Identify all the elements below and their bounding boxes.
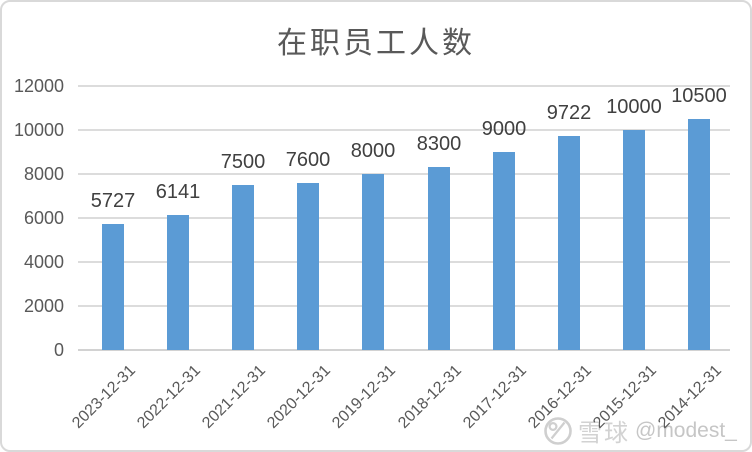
bar-value-label: 7600 (285, 149, 331, 171)
bar-value-label: 10500 (671, 85, 727, 107)
gridline (78, 173, 730, 175)
bar (493, 152, 515, 350)
bar-value-label: 8300 (416, 133, 462, 155)
y-axis-tick-label: 6000 (23, 208, 64, 228)
y-axis-tick-label: 0 (53, 340, 64, 360)
gridline (78, 129, 730, 131)
watermark-brand: 雪球 (578, 420, 630, 447)
bar (688, 119, 710, 350)
bar (297, 183, 319, 350)
bar (102, 224, 124, 350)
chart-title: 在职员工人数 (277, 27, 475, 60)
bar (232, 185, 254, 350)
bar-value-label: 6141 (155, 181, 201, 203)
bar-value-label: 7500 (220, 151, 266, 173)
bar (558, 136, 580, 350)
watermark: 雪球 @modest_ (543, 413, 737, 448)
bar-value-label: 8000 (350, 140, 396, 162)
gridline (78, 305, 730, 307)
bar (362, 174, 384, 350)
y-axis-tick-label: 12000 (13, 76, 64, 96)
y-axis-tick-label: 2000 (23, 296, 64, 316)
bar-value-label: 5727 (90, 190, 136, 212)
x-axis-line (78, 349, 730, 351)
gridline (78, 261, 730, 263)
gridline (78, 85, 730, 87)
y-axis-tick-label: 10000 (13, 120, 64, 140)
watermark-username: @modest_ (635, 418, 737, 442)
bar-value-label: 10000 (606, 96, 662, 118)
gridline (78, 217, 730, 219)
xueqiu-snowball-logo-icon (544, 416, 572, 445)
y-axis-tick-label: 4000 (23, 252, 64, 272)
bar-value-label: 9000 (481, 118, 527, 140)
bar (167, 215, 189, 350)
bar-value-label: 9722 (546, 102, 592, 124)
bar (428, 167, 450, 350)
y-axis-tick-label: 8000 (23, 164, 64, 184)
bar (623, 130, 645, 350)
